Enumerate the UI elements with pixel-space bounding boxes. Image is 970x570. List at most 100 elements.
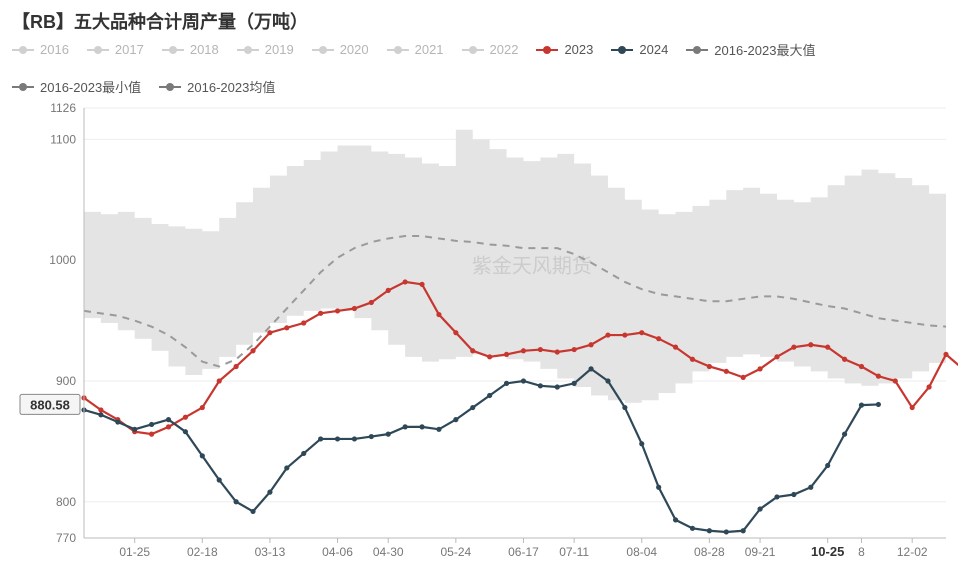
series-2024-marker <box>149 422 154 427</box>
x-tick-label: 08-04 <box>626 545 657 559</box>
series-2024-marker <box>183 429 188 434</box>
legend-swatch <box>462 45 484 55</box>
series-2024-marker <box>538 383 543 388</box>
series-2024-marker <box>572 381 577 386</box>
series-2023-marker <box>149 432 154 437</box>
series-2023-marker <box>622 332 627 337</box>
series-2024-marker <box>521 378 526 383</box>
series-2024-marker <box>386 432 391 437</box>
series-2023-marker <box>893 378 898 383</box>
y-tick-label: 1100 <box>50 132 76 146</box>
y-tick-label: 1126 <box>50 101 76 115</box>
x-tick-label: 10-25 <box>811 544 844 559</box>
series-2023-marker <box>910 405 915 410</box>
legend-swatch <box>12 82 34 92</box>
x-tick-label: 02-18 <box>187 545 218 559</box>
legend-item[interactable]: 2021 <box>387 42 444 57</box>
series-2024-marker <box>588 366 593 371</box>
series-2024-marker <box>876 402 881 407</box>
legend-item[interactable]: 2016-2023最小值 <box>12 77 141 96</box>
legend-swatch <box>237 45 259 55</box>
series-2024-marker <box>369 434 374 439</box>
series-2024-marker <box>774 494 779 499</box>
series-2024-marker <box>555 384 560 389</box>
x-tick-label: 04-06 <box>322 545 353 559</box>
series-2023-marker <box>250 348 255 353</box>
legend-item[interactable]: 2019 <box>237 42 294 57</box>
x-tick-label: 08-28 <box>694 545 725 559</box>
series-2023-marker <box>403 279 408 284</box>
series-2023-marker <box>876 374 881 379</box>
watermark: 紫金天风期货 <box>472 254 592 277</box>
series-2024-marker <box>757 506 762 511</box>
legend-swatch <box>387 45 409 55</box>
series-2023-marker <box>791 345 796 350</box>
series-2024-marker <box>352 436 357 441</box>
series-2024-marker <box>842 432 847 437</box>
series-2023-marker <box>183 415 188 420</box>
series-2024-marker <box>825 463 830 468</box>
series-2023-marker <box>757 366 762 371</box>
legend-item[interactable]: 2022 <box>462 42 519 57</box>
series-2024-marker <box>200 453 205 458</box>
series-2023-marker <box>284 325 289 330</box>
series-2024-marker <box>318 436 323 441</box>
series-2024-marker <box>808 485 813 490</box>
series-2024-marker <box>673 517 678 522</box>
series-2024-marker <box>741 528 746 533</box>
legend-item[interactable]: 2017 <box>87 42 144 57</box>
series-2024-marker <box>115 419 120 424</box>
legend-swatch <box>87 45 109 55</box>
y-tick-label: 770 <box>56 531 76 545</box>
series-2023-marker <box>808 342 813 347</box>
series-2024-marker <box>301 451 306 456</box>
series-2024-marker <box>132 427 137 432</box>
x-tick-label: 8 <box>858 545 865 559</box>
series-2023-marker <box>926 384 931 389</box>
series-2023-marker <box>690 357 695 362</box>
series-2023-marker <box>200 405 205 410</box>
series-2024-marker <box>453 417 458 422</box>
series-2024-marker <box>217 477 222 482</box>
legend-swatch <box>312 45 334 55</box>
legend-label: 2022 <box>490 42 519 57</box>
legend-item[interactable]: 2020 <box>312 42 369 57</box>
series-2023-marker <box>572 347 577 352</box>
legend-item[interactable]: 2016 <box>12 42 69 57</box>
series-2024-marker <box>859 403 864 408</box>
x-tick-label: 05-24 <box>440 545 471 559</box>
series-2023-marker <box>98 407 103 412</box>
legend-label: 2016-2023均值 <box>187 77 275 96</box>
x-tick-label: 01-25 <box>119 545 150 559</box>
series-2023-marker <box>707 364 712 369</box>
legend-label: 2019 <box>265 42 294 57</box>
series-2024-marker <box>487 393 492 398</box>
series-2023-marker <box>369 300 374 305</box>
series-2023-marker <box>842 357 847 362</box>
series-2023-marker <box>656 336 661 341</box>
series-2024-marker <box>284 465 289 470</box>
series-2023-marker <box>470 348 475 353</box>
legend-swatch <box>159 82 181 92</box>
legend-item[interactable]: 2016-2023最大值 <box>686 40 815 59</box>
series-2024-marker <box>267 490 272 495</box>
series-2024-marker <box>504 381 509 386</box>
x-tick-label: 06-17 <box>508 545 539 559</box>
series-2024-marker <box>639 441 644 446</box>
series-2023-marker <box>234 364 239 369</box>
legend-label: 2016-2023最小值 <box>40 77 141 96</box>
x-tick-label: 12-02 <box>897 545 928 559</box>
series-2023-marker <box>774 354 779 359</box>
legend-item[interactable]: 2018 <box>162 42 219 57</box>
x-tick-label: 07-11 <box>559 545 589 559</box>
legend-item[interactable]: 2016-2023均值 <box>159 77 275 96</box>
series-2023-marker <box>166 424 171 429</box>
series-2024-marker <box>690 526 695 531</box>
series-2024-marker <box>707 528 712 533</box>
series-2024-marker <box>419 424 424 429</box>
series-2023-marker <box>741 375 746 380</box>
legend-item[interactable]: 2023 <box>536 42 593 57</box>
series-2024-marker <box>724 529 729 534</box>
legend-item[interactable]: 2024 <box>611 42 668 57</box>
series-2023-marker <box>555 349 560 354</box>
